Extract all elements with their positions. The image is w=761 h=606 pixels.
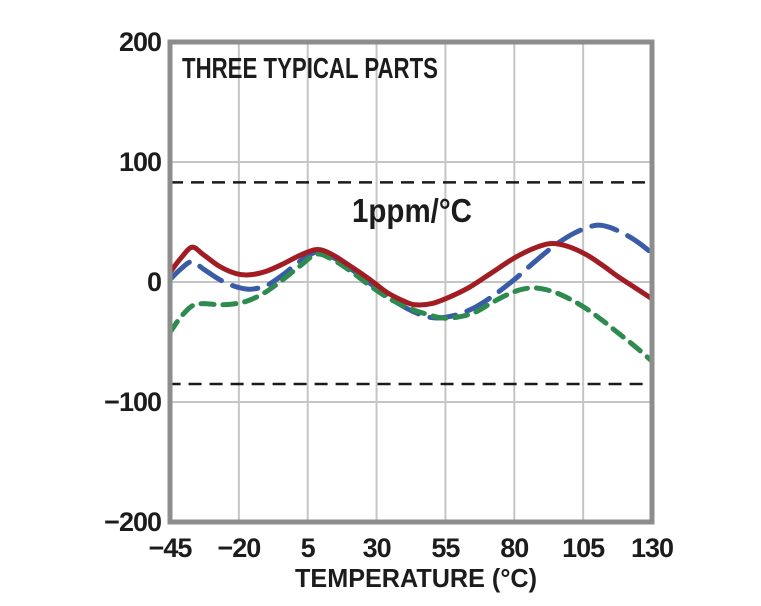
y-tick-label-0: 0: [147, 267, 161, 297]
plot-frame: [167, 39, 655, 525]
x-tick-label-130: 130: [631, 533, 673, 563]
gridlines: [170, 42, 652, 522]
x-tick-labels: −45 −20 5 30 55 80 105 130: [149, 533, 674, 563]
y-tick-label-m200: −200: [104, 507, 161, 537]
y-tick-labels: 200 100 0 −100 −200: [104, 27, 162, 537]
x-tick-label-80: 80: [500, 533, 528, 563]
x-tick-label-30: 30: [363, 533, 391, 563]
x-tick-label-m45: −45: [149, 533, 193, 563]
tolerance-label: 1ppm/°C: [352, 192, 472, 229]
x-tick-label-m20: −20: [217, 533, 260, 563]
y-tick-label-100: 100: [119, 147, 161, 177]
x-tick-label-55: 55: [431, 533, 460, 563]
x-axis-title: TEMPERATURE (°C): [295, 563, 537, 593]
typical-part-red-line: [167, 241, 655, 308]
typical-part-green-line: [167, 251, 655, 364]
chart-title: THREE TYPICAL PARTS: [182, 53, 438, 85]
y-tick-label-m100: −100: [104, 387, 161, 417]
y-tick-label-200: 200: [119, 27, 161, 57]
x-tick-label-5: 5: [301, 533, 316, 563]
x-tick-label-105: 105: [562, 533, 605, 563]
series-curves: [167, 222, 655, 364]
